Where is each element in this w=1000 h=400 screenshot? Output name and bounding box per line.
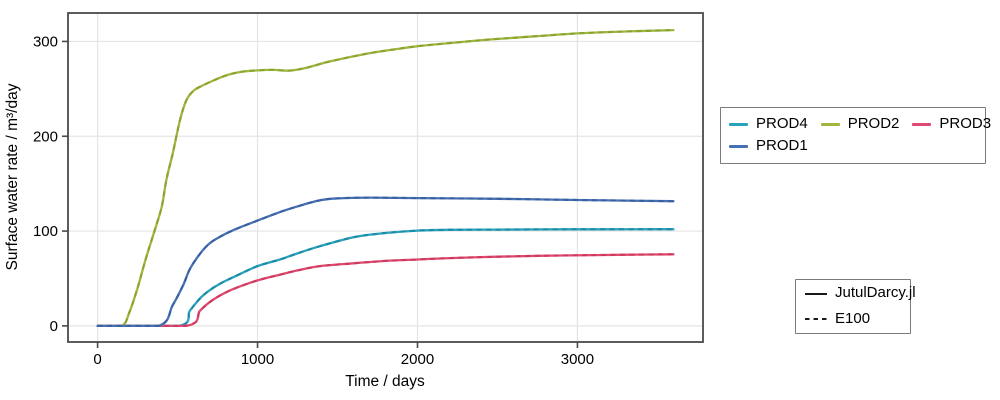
prod4-line-swatch bbox=[729, 123, 748, 126]
curve-prod3-solid bbox=[96, 253, 675, 328]
solid-line-swatch bbox=[805, 292, 827, 295]
curve-prod4-dashed bbox=[97, 228, 674, 327]
curve-prod3-dashed bbox=[97, 253, 674, 327]
legend-entry-prod1: PROD1 bbox=[729, 137, 808, 156]
legend-label-prod2: PROD2 bbox=[847, 115, 900, 133]
legend-label-prod3: PROD3 bbox=[939, 115, 992, 133]
y-tick-label: 200 bbox=[33, 128, 58, 145]
curve-prod2-dashed bbox=[97, 29, 674, 327]
plot-spines bbox=[67, 12, 704, 343]
legend-label-jutuldarcy: JutulDarcy.jl bbox=[835, 284, 916, 302]
x-tick-label: 1000 bbox=[241, 351, 274, 368]
x-tick-label: 2000 bbox=[401, 351, 434, 368]
y-tick-label: 0 bbox=[50, 318, 58, 335]
y-tick-label: 100 bbox=[33, 223, 58, 240]
y-tick-label: 300 bbox=[33, 33, 58, 50]
dashed-line-swatch bbox=[805, 318, 827, 321]
prod3-line-swatch bbox=[912, 123, 932, 126]
legend-label-e100: E100 bbox=[835, 310, 871, 327]
legend-entry-prod4: PROD4 bbox=[729, 115, 808, 134]
legend-entry-jutuldarcy: JutulDarcy.jl bbox=[805, 284, 916, 303]
curve-prod4-solid bbox=[96, 228, 675, 328]
legend-entry-prod2: PROD2 bbox=[820, 115, 900, 134]
x-tick-label: 0 bbox=[93, 351, 101, 368]
x-tick-label: 3000 bbox=[561, 351, 594, 368]
prod2-line-swatch bbox=[820, 123, 840, 126]
legend-entry-e100: E100 bbox=[805, 310, 904, 329]
legend-entry-prod3: PROD3 bbox=[912, 115, 991, 134]
legend-label-prod4: PROD4 bbox=[756, 115, 808, 133]
curve-prod1-solid bbox=[96, 196, 675, 328]
y-axis-label: Surface water rate / m³/day bbox=[4, 83, 21, 271]
x-axis-label: Time / days bbox=[345, 373, 425, 390]
prod1-line-swatch bbox=[729, 145, 748, 148]
style-legend: JutulDarcy.jl E100 bbox=[795, 279, 916, 334]
series-legend: PROD4 PROD2 PROD3 PROD1 bbox=[720, 107, 991, 164]
legend-label-prod1: PROD1 bbox=[756, 137, 808, 154]
